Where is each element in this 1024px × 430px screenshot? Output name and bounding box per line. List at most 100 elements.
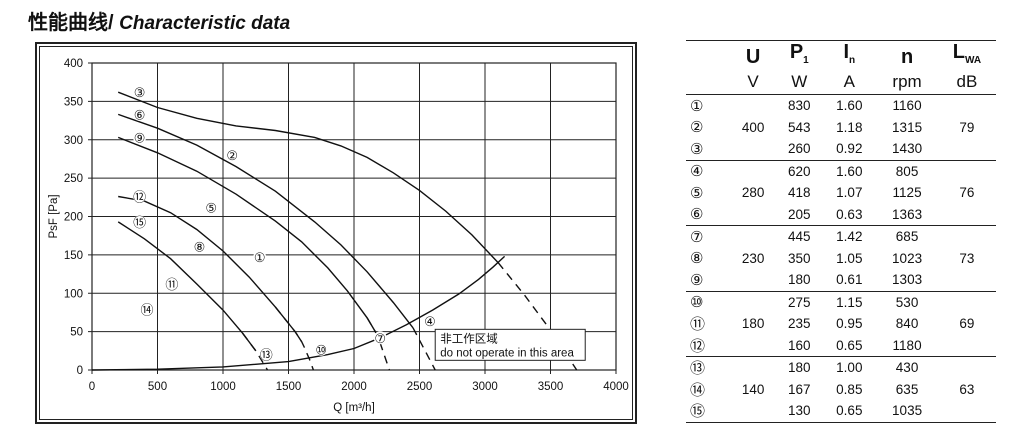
x-axis-label: Q [m³/h] — [333, 402, 375, 414]
row-index: ⑦ — [686, 225, 730, 248]
curve-label-bg — [259, 348, 273, 362]
unit-cell: V — [730, 72, 777, 95]
y-tick-label: 50 — [70, 327, 83, 339]
header-symbol: I — [843, 41, 850, 63]
power-cell: 160 — [788, 337, 811, 353]
curve-label-bg — [165, 277, 179, 291]
empty-cell — [937, 400, 996, 423]
current-cell: 1.05 — [836, 250, 863, 266]
unit-cell: A — [822, 72, 877, 95]
empty-cell — [730, 204, 776, 226]
table-header-cell: LWA — [937, 40, 996, 72]
unit-index-blank — [686, 72, 730, 95]
table-body: ① 830 1.60 1160 ② 400 543 1.18 1315 79 ③ 260 0.92 143… — [686, 95, 996, 423]
table-row: ③ 260 0.92 1430 — [686, 138, 996, 160]
curve-2-solid — [117, 136, 379, 336]
speed-cell: 1303 — [892, 272, 923, 288]
empty-cell — [938, 335, 996, 357]
x-tick-label: 0 — [89, 381, 95, 393]
table-row: ⑩ 275 1.15 530 — [686, 290, 996, 313]
no-operation-box — [434, 328, 586, 361]
curve-label-bg — [253, 250, 267, 264]
curve-label: ⑥ — [134, 107, 146, 122]
table-row: ⑦ 445 1.42 685 — [686, 225, 996, 248]
voltage-cell: 140 — [741, 381, 765, 397]
speed-cell: 635 — [895, 381, 919, 397]
unit-cell: rpm — [876, 72, 938, 95]
no-operation-label-zh: 非工作区域 — [440, 332, 498, 345]
table-row: ⑮ 130 0.65 1035 — [686, 400, 996, 423]
empty-cell — [938, 95, 996, 117]
table-header-cell: P1 — [776, 40, 823, 72]
curve-label: ④ — [424, 314, 436, 329]
row-index: ⑭ — [690, 381, 706, 399]
power-cell: 260 — [788, 141, 811, 157]
empty-cell — [730, 159, 777, 182]
empty-cell — [730, 356, 777, 379]
empty-cell — [937, 159, 996, 182]
power-cell: 350 — [788, 250, 811, 266]
curve-label-bg — [133, 215, 147, 229]
current-cell: 0.92 — [836, 141, 863, 157]
curve-label-bg — [133, 85, 147, 99]
y-tick-label: 0 — [77, 365, 83, 377]
empty-cell — [937, 225, 996, 248]
row-index: ③ — [690, 140, 704, 158]
empty-cell — [938, 138, 996, 160]
curve-label-bg — [373, 331, 387, 345]
curve-label: ③ — [134, 85, 146, 100]
y-tick-label: 350 — [64, 96, 83, 108]
current-cell: 0.65 — [822, 400, 877, 423]
power-cell: 418 — [788, 185, 811, 201]
curve-label-bg — [133, 190, 147, 204]
x-tick-label: 4000 — [603, 381, 629, 393]
row-index: ⑤ — [690, 184, 704, 202]
speed-cell: 1315 — [892, 119, 923, 135]
x-tick-label: 1000 — [210, 381, 236, 393]
current-cell: 1.60 — [836, 98, 863, 114]
y-tick-label: 400 — [64, 58, 83, 70]
curve-label: ⑭ — [141, 302, 154, 317]
voltage-cell: 230 — [741, 250, 765, 266]
sound-level-cell: 76 — [959, 185, 975, 201]
y-axis-label: PsF [Pa] — [48, 194, 60, 238]
power-cell: 130 — [776, 400, 823, 423]
title-separator: / — [108, 12, 120, 34]
voltage-cell: 400 — [741, 119, 765, 135]
x-tick-label: 1500 — [276, 381, 302, 393]
power-cell: 620 — [776, 159, 823, 182]
curve-label-bg — [140, 302, 154, 316]
header-index-blank — [686, 40, 730, 72]
table-row: ④ 620 1.60 805 — [686, 159, 996, 182]
curve-label-bg — [204, 200, 218, 214]
header-symbol: P — [789, 41, 804, 63]
speed-cell: 1363 — [892, 206, 923, 222]
header-subscript: WA — [964, 55, 982, 66]
no-operation-label-en: do not operate in this area — [440, 347, 574, 359]
table-row: ① 830 1.60 1160 — [686, 95, 996, 117]
curve-label: ⑤ — [205, 200, 217, 215]
voltage-cell: 180 — [741, 316, 765, 332]
power-cell: 543 — [788, 119, 811, 135]
curve-4-dashed — [242, 332, 269, 371]
table-header-cell: n — [876, 40, 938, 72]
current-cell: 1.18 — [836, 119, 863, 135]
row-index: ⑬ — [686, 356, 730, 379]
curve-0-dashed — [497, 262, 578, 371]
empty-cell — [938, 269, 996, 291]
table-row: ⑨ 180 0.61 1303 — [686, 269, 996, 291]
empty-cell — [937, 356, 996, 379]
row-index: ② — [690, 119, 704, 137]
speed-cell: 840 — [895, 316, 919, 332]
header-subscript: 1 — [803, 55, 809, 66]
table-row: ⑤ 280 418 1.07 1125 76 — [686, 182, 996, 204]
row-index: ⑫ — [690, 337, 706, 355]
curve-label: ⑪ — [165, 277, 178, 292]
table-header-row: U P1 In n LWA — [686, 40, 996, 72]
curve-label-bg — [192, 239, 206, 253]
speed-cell: 530 — [876, 290, 938, 313]
empty-cell — [730, 269, 776, 291]
table-header-cell: U — [730, 40, 777, 72]
table-row: ⑪ 180 235 0.95 840 69 — [686, 313, 996, 335]
